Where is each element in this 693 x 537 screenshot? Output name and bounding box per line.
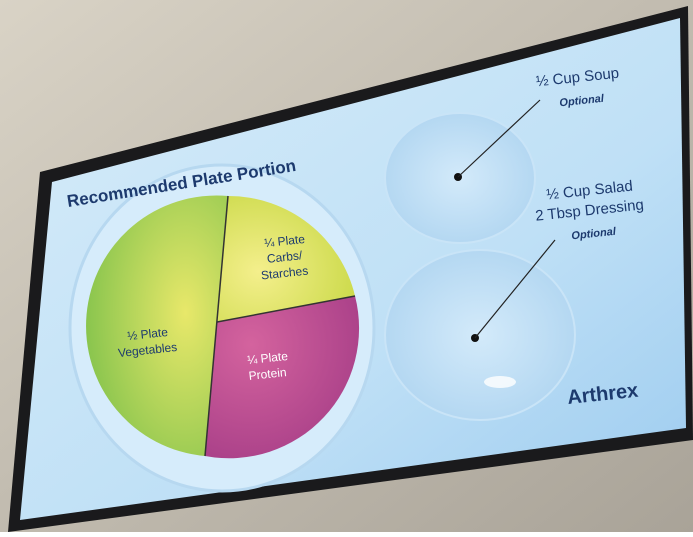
salad-bowl [385,250,575,420]
photo: Recommended Plate Portion ½ PlateVegetab… [0,0,693,532]
page: Recommended Plate Portion ½ PlateVegetab… [0,0,693,532]
glare [484,376,516,388]
